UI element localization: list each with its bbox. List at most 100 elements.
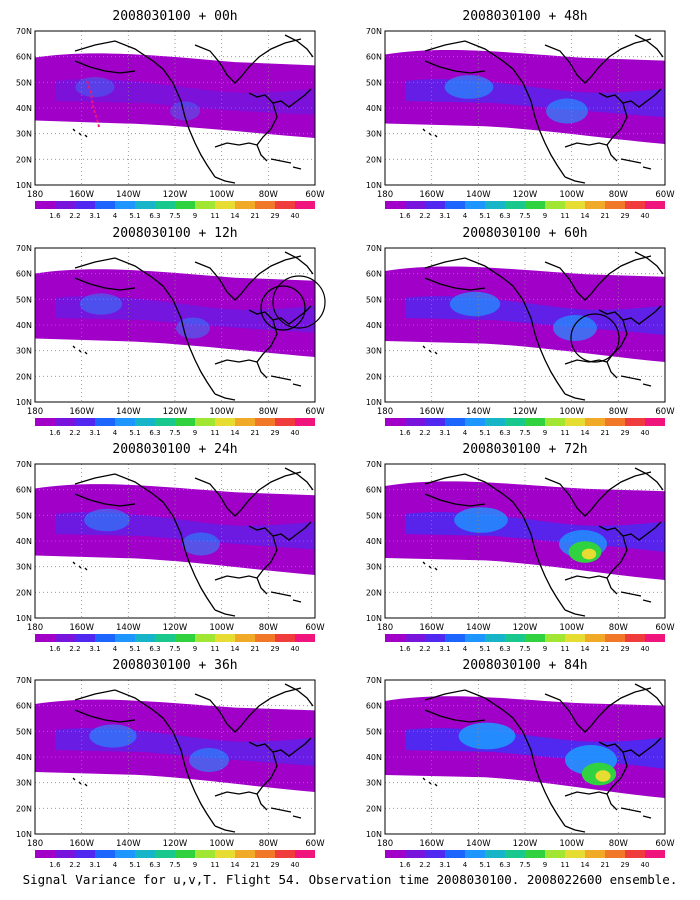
colorbar-swatch	[55, 418, 75, 426]
coastline	[424, 493, 486, 507]
coastline	[642, 383, 652, 387]
coastline	[72, 561, 76, 565]
variance-contour-peak	[581, 548, 597, 560]
colorbar-swatch	[295, 850, 315, 858]
coastline	[434, 567, 438, 571]
colorbar-label: 2.2	[419, 645, 430, 653]
colorbar-label: 6.3	[149, 645, 160, 653]
panel-title: 2008030100 + 36h	[112, 658, 238, 673]
map-frame	[34, 463, 316, 619]
coastline	[84, 351, 88, 355]
colorbar-swatch	[215, 634, 235, 642]
variance-contour-high	[79, 293, 123, 315]
colorbar-label: 29	[271, 645, 280, 653]
colorbar-swatch	[235, 850, 255, 858]
coastline	[428, 349, 432, 353]
colorbar-label: 9	[193, 212, 197, 220]
coastline	[606, 535, 628, 595]
colorbar-label: 29	[621, 212, 630, 220]
coastline	[74, 709, 136, 723]
longitude-label: 120W	[513, 407, 538, 417]
coastline	[284, 251, 314, 275]
map-frame	[34, 679, 316, 835]
longitude-label: 80W	[259, 407, 279, 417]
colorbar-label: 40	[291, 645, 300, 653]
latitude-label: 30N	[16, 347, 32, 356]
colorbar-swatch	[625, 850, 645, 858]
coastline	[606, 102, 628, 162]
coastline	[598, 521, 662, 541]
coastline	[422, 561, 426, 565]
latitude-label: 40N	[366, 104, 382, 113]
variance-contour-high	[170, 101, 200, 121]
longitude-label: 60W	[655, 839, 675, 849]
longitude-label: 160W	[69, 407, 94, 417]
coastline	[544, 471, 652, 517]
latitude-label: 50N	[16, 727, 32, 736]
coastline	[256, 535, 278, 595]
coastline	[422, 777, 426, 781]
colorbar-swatch	[135, 201, 155, 209]
longitude-label: 140W	[466, 839, 491, 849]
coastline	[214, 176, 236, 184]
latitude-label: 40N	[366, 321, 382, 330]
colorbar-swatch	[385, 201, 405, 209]
coastline	[74, 277, 136, 291]
colorbar-swatch	[465, 418, 485, 426]
colorbar-swatch	[525, 418, 545, 426]
latitude-label: 20N	[16, 372, 32, 381]
colorbar-swatch	[585, 201, 605, 209]
latitude-label: 10N	[16, 181, 32, 190]
latitude-label: 50N	[16, 78, 32, 87]
coastline	[78, 132, 82, 136]
coastline	[84, 783, 88, 787]
colorbar-label: 3.1	[439, 861, 450, 869]
coastline	[78, 349, 82, 353]
panel-title: 2008030100 + 00h	[112, 9, 238, 24]
colorbar-swatch	[155, 850, 175, 858]
colorbar-swatch	[95, 634, 115, 642]
colorbar-label: 9	[543, 645, 547, 653]
latitude-label: 40N	[16, 104, 32, 113]
colorbar-label: 29	[271, 861, 280, 869]
colorbar-swatch	[605, 634, 625, 642]
colorbar-label: 21	[251, 429, 260, 437]
colorbar-label: 1.6	[399, 429, 411, 437]
longitude-label: 80W	[609, 839, 629, 849]
longitude-label: 100W	[559, 623, 584, 633]
colorbar-label: 3.1	[89, 429, 100, 437]
longitude-label: 180	[27, 407, 43, 417]
colorbar-label: 5.1	[479, 212, 490, 220]
coastline	[292, 599, 302, 603]
colorbar-swatch	[605, 201, 625, 209]
coastline	[72, 345, 76, 349]
colorbar-swatch	[235, 418, 255, 426]
coastline	[634, 34, 664, 58]
colorbar-label: 2.2	[419, 861, 430, 869]
colorbar-label: 21	[601, 429, 610, 437]
coastline	[564, 393, 586, 401]
colorbar-label: 40	[291, 212, 300, 220]
colorbar-swatch	[115, 201, 135, 209]
colorbar-label: 2.2	[69, 645, 80, 653]
colorbar-label: 40	[641, 645, 650, 653]
coastline	[424, 689, 566, 827]
coastline	[194, 687, 302, 733]
colorbar-label: 4	[463, 861, 468, 869]
coastline	[564, 609, 586, 617]
latitude-label: 10N	[16, 614, 32, 623]
colorbar-label: 2.2	[69, 861, 80, 869]
colorbar-swatch	[55, 850, 75, 858]
colorbar-swatch	[385, 850, 405, 858]
latitude-label: 10N	[366, 181, 382, 190]
colorbar-label: 7.5	[169, 861, 180, 869]
latitude-label: 60N	[366, 270, 382, 279]
longitude-label: 60W	[655, 190, 675, 200]
colorbar-swatch	[425, 634, 445, 642]
longitude-label: 120W	[513, 623, 538, 633]
colorbar-swatch	[525, 201, 545, 209]
colorbar-label: 9	[543, 212, 547, 220]
colorbar-swatch	[135, 850, 155, 858]
colorbar-swatch	[585, 634, 605, 642]
